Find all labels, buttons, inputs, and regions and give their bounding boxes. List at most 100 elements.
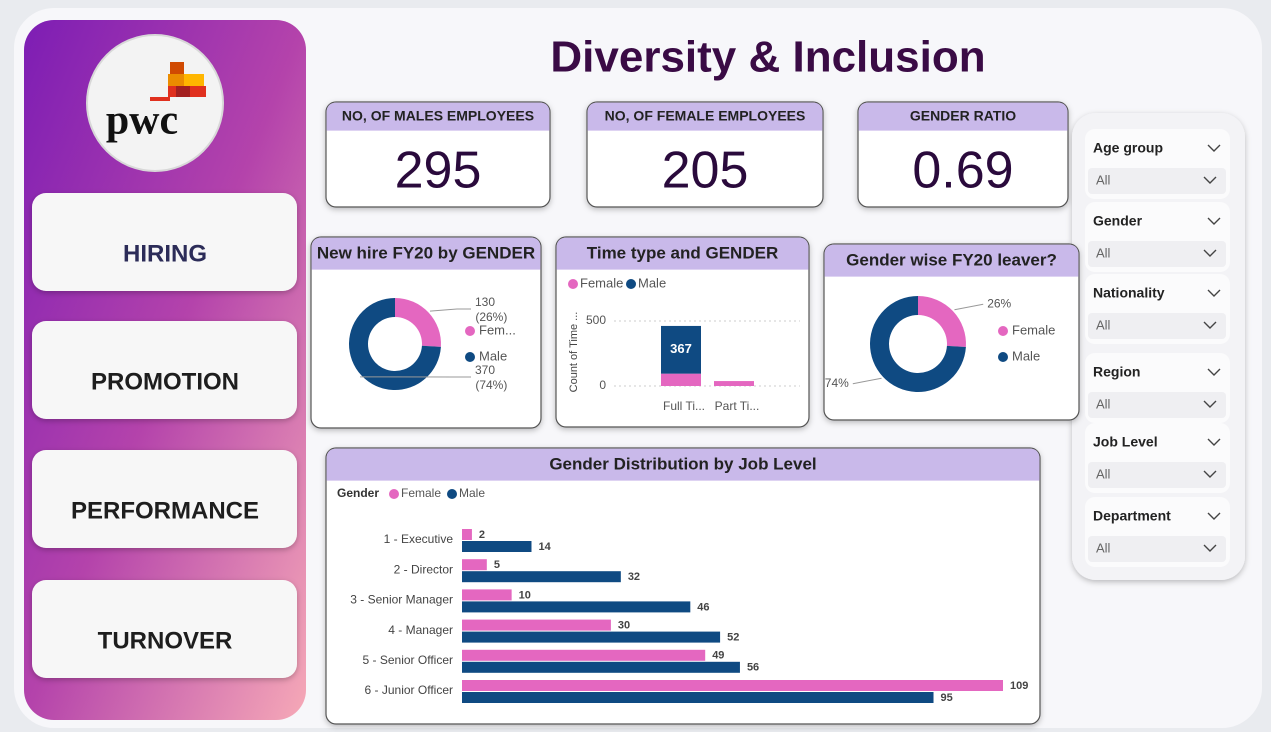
data-label: 56 <box>747 662 759 674</box>
chart-title: Time type and GENDER <box>587 243 778 262</box>
leader-line <box>852 377 882 385</box>
data-label: 46 <box>697 601 709 613</box>
legend-marker <box>568 279 578 289</box>
chart-panel-header <box>556 237 809 270</box>
page-title: Diversity & Inclusion <box>550 33 985 82</box>
bar <box>462 571 621 583</box>
leader-line <box>429 308 471 312</box>
bar <box>462 692 934 703</box>
slicer-value[interactable]: All <box>1096 466 1111 481</box>
bar <box>462 529 472 540</box>
legend-title: Gender <box>337 486 379 500</box>
slicer-chevron <box>1207 289 1221 297</box>
logo-text: pwc <box>106 98 178 144</box>
data-label: 95 <box>941 692 953 704</box>
bar <box>462 619 611 631</box>
kpi-label: NO, OF FEMALE EMPLOYEES <box>605 108 806 124</box>
legend-label: Female <box>1012 322 1055 337</box>
slicer-label: Age group <box>1093 140 1163 156</box>
bar <box>462 649 706 661</box>
logo-line <box>150 97 170 101</box>
y-tick-label: 6 - Junior Officer <box>365 683 453 697</box>
data-label: 2 <box>479 529 485 541</box>
slicer-value[interactable]: All <box>1096 540 1111 555</box>
slicer-value[interactable]: All <box>1096 245 1111 260</box>
bar-segment <box>661 325 701 374</box>
y-tick-label: 2 - Director <box>394 562 453 576</box>
chart-panel-header <box>326 448 1040 481</box>
leader-line <box>954 303 984 311</box>
slicer-dropdown[interactable] <box>1088 462 1226 488</box>
legend-marker <box>389 489 399 499</box>
slicer-value[interactable]: All <box>1096 396 1111 411</box>
donut-slice <box>395 298 441 347</box>
slicer-value[interactable]: All <box>1096 317 1111 332</box>
y-axis-label: Count of Time ... <box>568 312 580 393</box>
y-tick-label: 5 - Senior Officer <box>363 653 453 667</box>
dropdown-chevron <box>1203 321 1217 329</box>
nav-button[interactable] <box>32 450 297 548</box>
slicer-dropdown[interactable] <box>1088 313 1226 339</box>
bar <box>462 589 512 601</box>
logo-block <box>170 62 184 74</box>
legend-marker <box>998 326 1008 336</box>
bar <box>462 631 721 643</box>
nav-label[interactable]: PROMOTION <box>91 368 239 395</box>
chart-panel-header <box>311 237 541 270</box>
y-tick-label: 4 - Manager <box>388 623 453 637</box>
legend-marker <box>465 326 475 336</box>
dropdown-chevron <box>1203 470 1217 478</box>
kpi-card-header <box>587 102 823 131</box>
kpi-value: 205 <box>662 142 749 200</box>
logo-block <box>176 86 190 97</box>
bar <box>462 541 532 552</box>
nav-label[interactable]: TURNOVER <box>98 627 233 654</box>
nav-button[interactable] <box>32 321 297 419</box>
legend-label: Female <box>401 486 441 500</box>
slicer-label: Nationality <box>1093 285 1165 301</box>
legend-marker <box>626 279 636 289</box>
data-label: 10 <box>519 589 531 601</box>
legend-label: Male <box>459 486 485 500</box>
kpi-value: 295 <box>395 142 482 200</box>
nav-label[interactable]: HIRING <box>123 240 207 267</box>
data-label: 52 <box>727 632 739 644</box>
dropdown-chevron <box>1203 249 1217 257</box>
legend-marker <box>465 352 475 362</box>
y-tick-label: 1 - Executive <box>384 532 454 546</box>
nav-label[interactable]: PERFORMANCE <box>71 497 259 524</box>
logo-circle <box>86 34 224 172</box>
x-tick-label: Full Ti... <box>663 399 705 413</box>
data-label: 49 <box>712 650 724 662</box>
legend-marker <box>998 352 1008 362</box>
slicer-dropdown[interactable] <box>1088 241 1226 267</box>
dropdown-chevron <box>1203 400 1217 408</box>
slicer-label: Job Level <box>1093 434 1158 450</box>
slicer-label: Region <box>1093 364 1140 380</box>
donut-slice <box>870 296 966 392</box>
data-label: 130 (26%) <box>472 295 507 324</box>
legend-label: Female <box>580 275 623 290</box>
chart-title: New hire FY20 by GENDER <box>317 243 535 262</box>
slicer-chevron <box>1207 512 1221 520</box>
slicer-dropdown[interactable] <box>1088 536 1226 562</box>
nav-button[interactable] <box>32 580 297 678</box>
chart-title: Gender Distribution by Job Level <box>549 454 816 473</box>
bar <box>462 680 1003 691</box>
kpi-label: NO, OF MALES EMPLOYEES <box>342 108 534 124</box>
nav-button[interactable] <box>32 193 297 291</box>
slicer-dropdown[interactable] <box>1088 168 1226 194</box>
data-label: 367 <box>670 341 692 356</box>
y-tick-label: 500 <box>586 313 606 327</box>
slicer-value[interactable]: All <box>1096 172 1111 187</box>
bar-segment <box>661 373 701 386</box>
kpi-card-header <box>858 102 1068 131</box>
dropdown-chevron <box>1203 176 1217 184</box>
donut-slice <box>349 298 441 390</box>
slicer-dropdown[interactable] <box>1088 392 1226 418</box>
slicer-chevron <box>1207 368 1221 376</box>
data-label: 370 (74%) <box>472 363 507 392</box>
bar <box>462 559 487 571</box>
slicer-chevron <box>1207 217 1221 225</box>
dropdown-chevron <box>1203 544 1217 552</box>
